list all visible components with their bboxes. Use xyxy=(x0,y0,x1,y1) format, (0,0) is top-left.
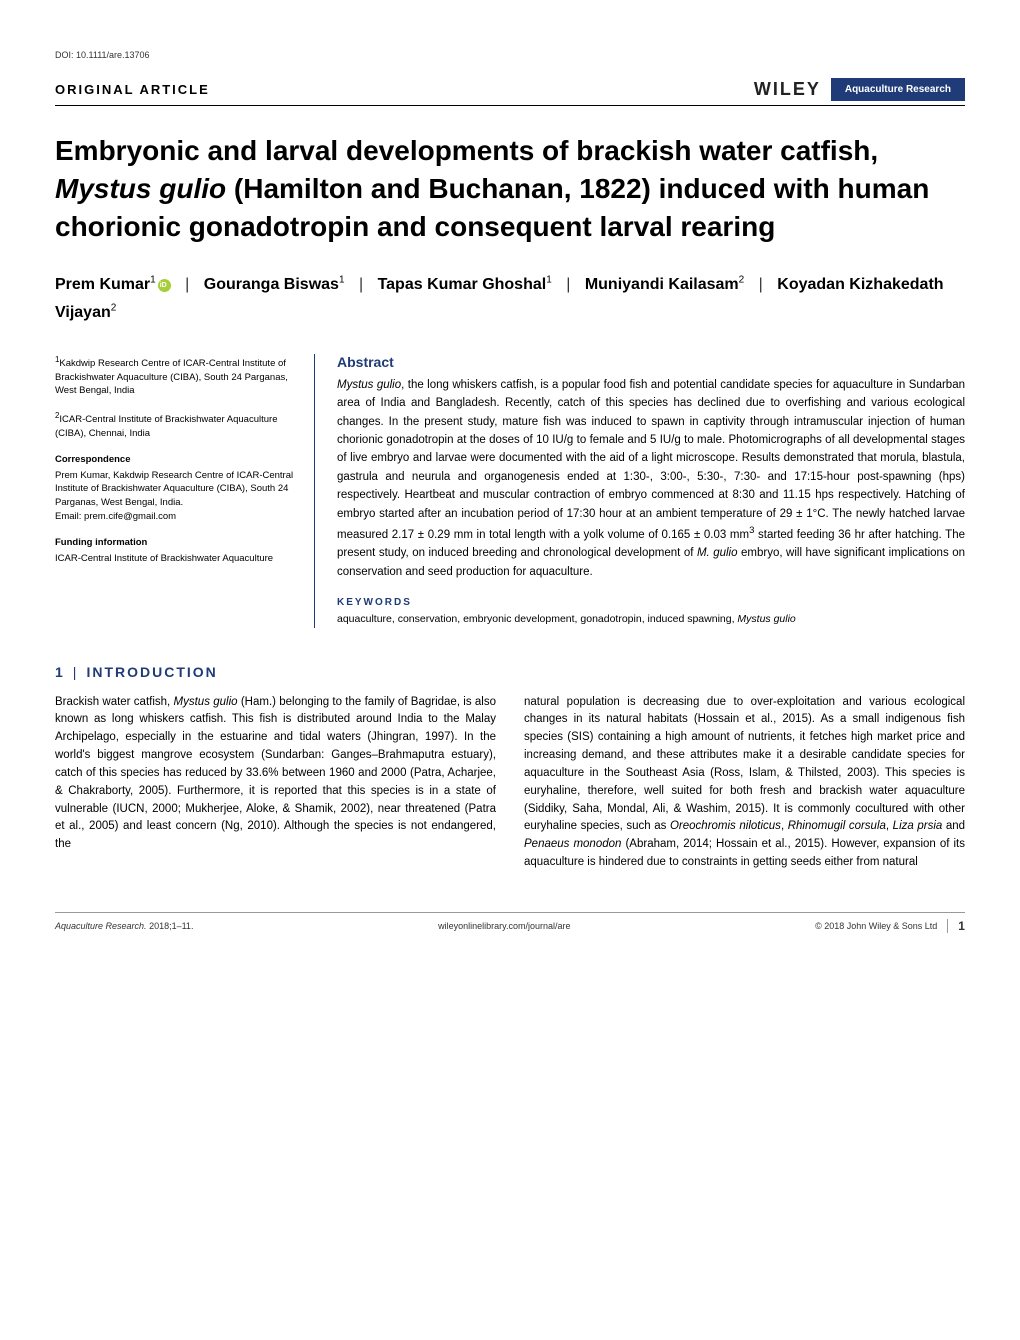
sidebar-abstract-row: 1Kakdwip Research Centre of ICAR-Central… xyxy=(55,354,965,628)
author-affil-sup: 2 xyxy=(111,302,117,313)
footer-copyright: © 2018 John Wiley & Sons Ltd xyxy=(815,921,937,931)
page-number: 1 xyxy=(947,919,965,933)
author-name: Gouranga Biswas xyxy=(204,276,339,293)
body-text: , xyxy=(886,820,893,832)
funding-block: Funding information ICAR-Central Institu… xyxy=(55,536,296,566)
footer-right: © 2018 John Wiley & Sons Ltd 1 xyxy=(815,919,965,933)
section-heading: 1 | INTRODUCTION xyxy=(55,664,965,680)
author-separator: | xyxy=(359,276,363,293)
author-affil-sup: 1 xyxy=(546,275,552,286)
footer-center: wileyonlinelibrary.com/journal/are xyxy=(438,921,570,931)
footer-journal-italic: Aquaculture Research. xyxy=(55,921,147,931)
body-italic: Oreochromis niloticus xyxy=(670,820,781,832)
funding-body: ICAR-Central Institute of Brackishwater … xyxy=(55,552,296,566)
abstract-heading: Abstract xyxy=(337,354,965,370)
correspondence-body: Prem Kumar, Kakdwip Research Centre of I… xyxy=(55,469,296,510)
abstract-body: Mystus gulio, the long whiskers catfish,… xyxy=(337,376,965,581)
publisher-logo: WILEY xyxy=(754,79,821,100)
body-columns: Brackish water catfish, Mystus gulio (Ha… xyxy=(55,694,965,872)
header-right: WILEY Aquaculture Research xyxy=(754,78,965,101)
left-info-column: 1Kakdwip Research Centre of ICAR-Central… xyxy=(55,354,315,628)
author-separator: | xyxy=(566,276,570,293)
funding-heading: Funding information xyxy=(55,536,296,550)
body-italic: Rhinomugil corsula xyxy=(788,820,886,832)
body-column-right: natural population is decreasing due to … xyxy=(524,694,965,872)
title-segment: Embryonic and larval developments of bra… xyxy=(55,135,878,166)
article-type-label: ORIGINAL ARTICLE xyxy=(55,82,210,97)
body-text: , xyxy=(781,820,788,832)
doi-text: DOI: 10.1111/are.13706 xyxy=(55,50,965,60)
body-italic: Penaeus monodon xyxy=(524,838,621,850)
page-footer: Aquaculture Research. 2018;1–11. wileyon… xyxy=(55,912,965,933)
article-title: Embryonic and larval developments of bra… xyxy=(55,132,965,245)
section-separator: | xyxy=(73,664,79,680)
author-name: Muniyandi Kailasam xyxy=(585,276,739,293)
footer-issue: 2018;1–11. xyxy=(147,921,194,931)
abstract-text: , the long whiskers catfish, is a popula… xyxy=(337,379,965,541)
affil-text: Kakdwip Research Centre of ICAR-Central … xyxy=(55,358,288,397)
body-italic: Mystus gulio xyxy=(174,696,238,708)
body-text: (Ham.) belonging to the family of Bagrid… xyxy=(55,696,496,851)
author-affil-sup: 1 xyxy=(150,275,156,286)
abstract-column: Abstract Mystus gulio, the long whiskers… xyxy=(315,354,965,628)
keywords-text: aquaculture, conservation, embryonic dev… xyxy=(337,613,737,625)
keywords-body: aquaculture, conservation, embryonic dev… xyxy=(337,612,965,628)
author-affil-sup: 2 xyxy=(739,275,745,286)
body-column-left: Brackish water catfish, Mystus gulio (Ha… xyxy=(55,694,496,872)
body-text: Brackish water catfish, xyxy=(55,696,174,708)
correspondence-email: Email: prem.cife@gmail.com xyxy=(55,510,296,524)
page-container: DOI: 10.1111/are.13706 ORIGINAL ARTICLE … xyxy=(0,0,1020,963)
author-affil-sup: 1 xyxy=(339,275,345,286)
author-list: Prem Kumar1 | Gouranga Biswas1 | Tapas K… xyxy=(55,271,965,325)
body-text: and xyxy=(942,820,965,832)
correspondence-heading: Correspondence xyxy=(55,453,296,467)
abstract-italic: Mystus gulio xyxy=(337,379,401,391)
header-row: ORIGINAL ARTICLE WILEY Aquaculture Resea… xyxy=(55,78,965,106)
body-italic: Liza prsia xyxy=(893,820,943,832)
affiliation-block: 1Kakdwip Research Centre of ICAR-Central… xyxy=(55,354,296,398)
correspondence-block: Correspondence Prem Kumar, Kakdwip Resea… xyxy=(55,453,296,524)
footer-left: Aquaculture Research. 2018;1–11. xyxy=(55,921,193,931)
title-species-italic: Mystus gulio xyxy=(55,173,226,204)
author-name: Prem Kumar xyxy=(55,276,150,293)
abstract-italic: M. gulio xyxy=(697,547,738,559)
journal-badge: Aquaculture Research xyxy=(831,78,965,101)
author-name: Tapas Kumar Ghoshal xyxy=(378,276,547,293)
keywords-heading: KEYWORDS xyxy=(337,597,965,608)
section-number: 1 xyxy=(55,664,65,680)
affil-text: ICAR-Central Institute of Brackishwater … xyxy=(55,414,277,439)
author-separator: | xyxy=(185,276,189,293)
section-title: INTRODUCTION xyxy=(86,664,217,680)
keywords-italic: Mystus gulio xyxy=(737,613,795,625)
affiliation-block: 2ICAR-Central Institute of Brackishwater… xyxy=(55,410,296,441)
author-separator: | xyxy=(759,276,763,293)
orcid-icon[interactable] xyxy=(158,279,171,292)
body-text: natural population is decreasing due to … xyxy=(524,696,965,833)
